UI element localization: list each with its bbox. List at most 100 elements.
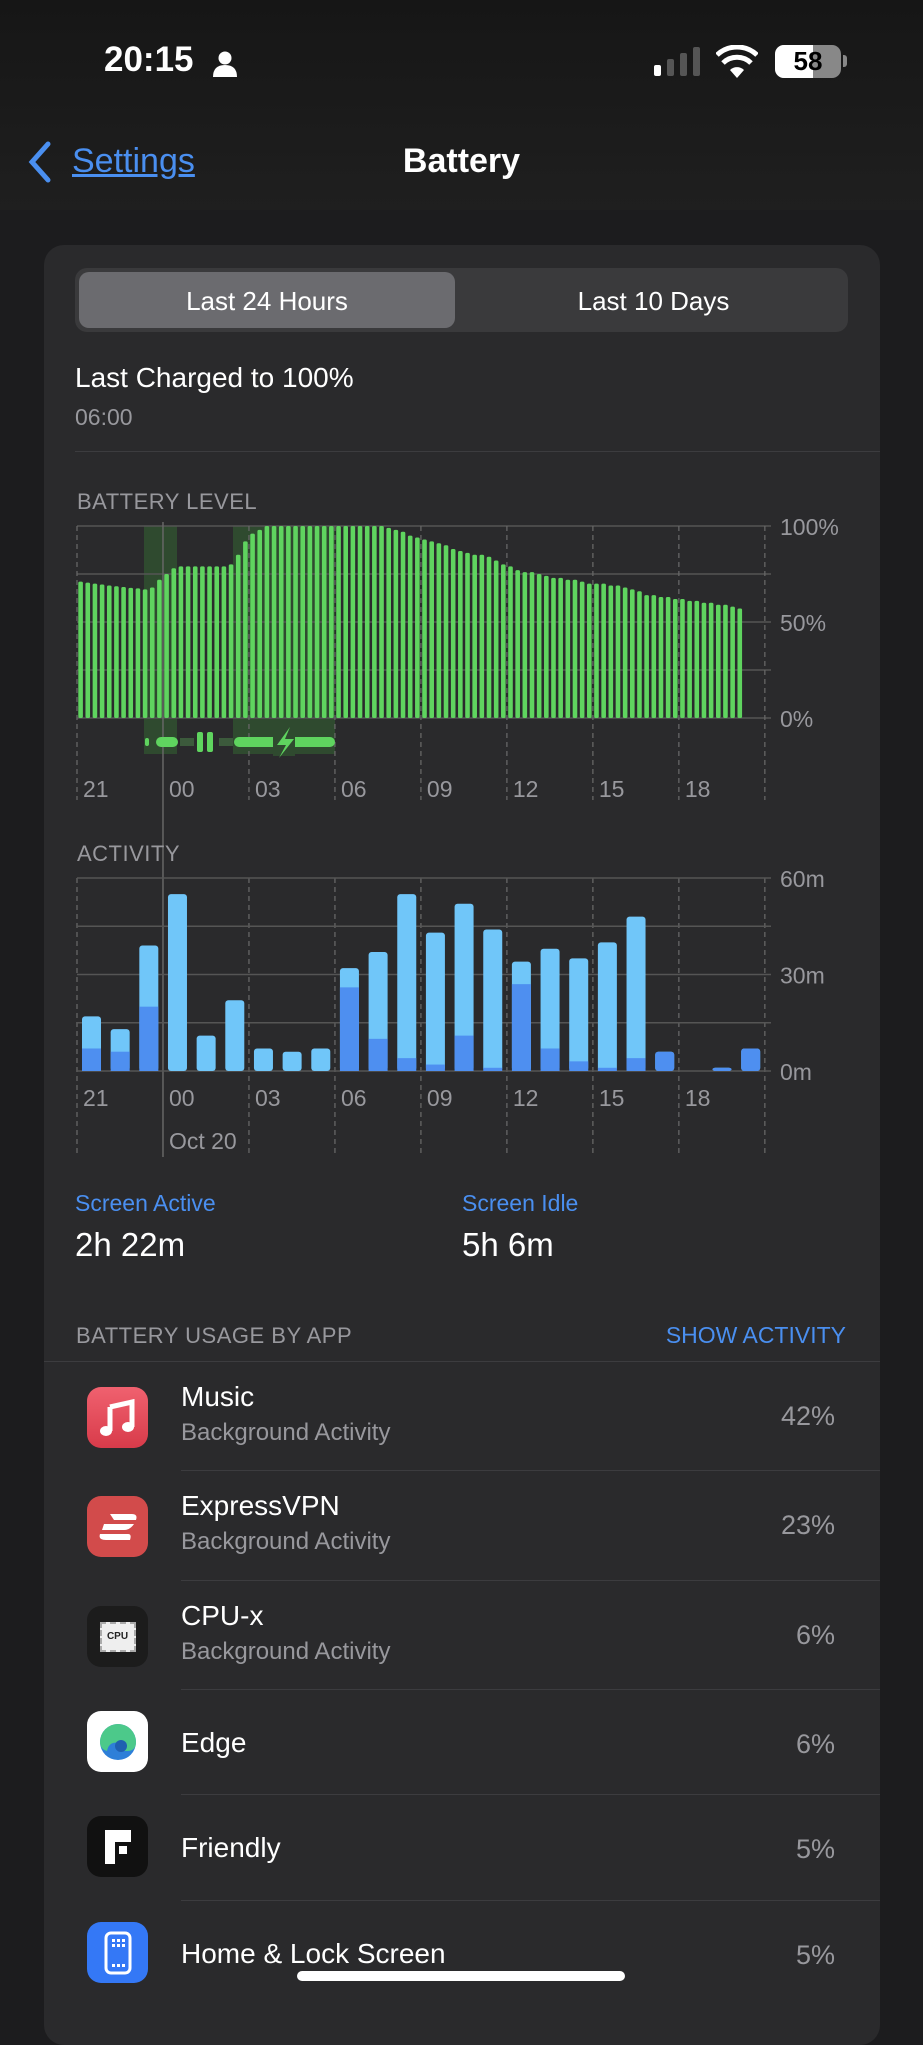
x-tick-label: 18 xyxy=(685,776,711,802)
screen-idle-label: Screen Idle xyxy=(462,1190,579,1216)
battery-bar xyxy=(228,564,234,718)
activity-bar xyxy=(82,1016,101,1071)
battery-bar xyxy=(135,588,141,718)
show-activity-button[interactable]: SHOW ACTIVITY xyxy=(665,1322,846,1348)
app-percent: 42% xyxy=(780,1401,835,1431)
battery-bar xyxy=(443,545,449,718)
battery-bar xyxy=(579,581,585,718)
battery-bar xyxy=(386,527,391,718)
battery-bar xyxy=(415,537,420,718)
active-segment xyxy=(741,1048,761,1071)
activity-bar xyxy=(569,958,589,1071)
battery-bar xyxy=(257,529,263,718)
back-button[interactable]: Settings xyxy=(72,142,195,180)
app-row[interactable] xyxy=(44,1689,880,1794)
idle-segment xyxy=(253,1048,273,1071)
y-tick-label: 60m xyxy=(780,866,825,892)
app-row[interactable] xyxy=(44,1794,880,1899)
activity-bar xyxy=(626,916,646,1071)
home-indicator[interactable] xyxy=(297,1971,625,1981)
activity-bar xyxy=(540,948,560,1071)
battery-bar xyxy=(558,577,563,718)
chevron-left-icon[interactable] xyxy=(26,140,54,184)
music-icon xyxy=(87,1387,148,1448)
battery-bar xyxy=(508,566,513,718)
x-tick-label: 09 xyxy=(427,776,453,802)
battery-bar xyxy=(106,585,112,718)
battery-bar xyxy=(264,526,270,718)
signal-icon xyxy=(654,47,700,76)
battery-bar xyxy=(572,579,578,718)
battery-card xyxy=(44,245,880,2045)
battery-bar xyxy=(407,535,413,718)
battery-bar xyxy=(200,566,205,718)
battery-bar xyxy=(372,526,377,718)
battery-bar xyxy=(400,531,406,718)
battery-bar xyxy=(730,606,735,718)
x-tick-label: 21 xyxy=(83,776,109,802)
app-percent: 5% xyxy=(795,1940,835,1970)
charging-shade xyxy=(233,526,335,754)
battery-bar xyxy=(357,526,363,718)
active-segment xyxy=(483,1067,503,1071)
battery-bar xyxy=(271,526,277,718)
app-row[interactable] xyxy=(44,1470,880,1579)
app-row[interactable] xyxy=(44,1900,880,2005)
tab-last-24-hours[interactable]: Last 24 Hours xyxy=(186,286,348,316)
active-segment xyxy=(540,1048,560,1071)
battery-bar xyxy=(235,554,241,718)
activity-bar xyxy=(225,1000,245,1071)
battery-bar xyxy=(687,600,692,718)
battery-bar xyxy=(608,585,614,718)
battery-bar xyxy=(522,572,528,718)
active-segment xyxy=(425,1064,445,1071)
battery-bar xyxy=(278,526,284,718)
battery-bar xyxy=(486,556,492,718)
y-tick-label: 100% xyxy=(780,514,839,540)
battery-bar xyxy=(92,583,98,718)
battery-bar xyxy=(529,572,535,718)
battery-bar xyxy=(307,526,313,718)
idle-segment xyxy=(282,1051,302,1071)
battery-bar xyxy=(429,541,434,718)
activity-bar xyxy=(110,1029,130,1071)
last-charged-title: Last Charged to 100% xyxy=(75,362,354,393)
app-percent: 23% xyxy=(780,1510,835,1540)
battery-bar xyxy=(465,552,470,718)
active-segment xyxy=(655,1051,675,1071)
idle-segment xyxy=(311,1048,331,1071)
activity-bar xyxy=(712,1067,732,1071)
battery-bar xyxy=(300,526,306,718)
edge-icon xyxy=(87,1711,148,1772)
battery-bar xyxy=(214,566,220,718)
battery-bar xyxy=(343,526,349,718)
x-tick-label: 12 xyxy=(513,1085,539,1111)
battery-bar xyxy=(450,549,456,718)
active-segment xyxy=(597,1067,617,1071)
idle-segment xyxy=(397,894,417,1071)
battery-bar xyxy=(587,583,592,718)
app-row[interactable] xyxy=(44,1580,880,1689)
battery-bar xyxy=(243,541,248,718)
idle-segment xyxy=(425,932,445,1071)
battery-bar xyxy=(715,604,721,718)
idle-segment xyxy=(196,1035,216,1071)
x-tick-label: 15 xyxy=(599,1085,625,1111)
battery-bar xyxy=(565,579,571,718)
battery-bar xyxy=(472,554,477,718)
x-tick-label: 00 xyxy=(169,776,195,802)
battery-bar xyxy=(544,575,549,718)
activity-bar xyxy=(368,951,388,1071)
battery-bar xyxy=(622,587,628,718)
battery-bar xyxy=(422,539,427,718)
active-segment xyxy=(368,1038,388,1071)
battery-bar xyxy=(644,595,649,718)
app-row[interactable] xyxy=(44,1361,880,1470)
tab-last-10-days[interactable]: Last 10 Days xyxy=(577,286,730,316)
battery-bar xyxy=(293,526,298,718)
app-percent: 6% xyxy=(795,1620,835,1650)
idle-segment xyxy=(569,958,589,1071)
x-tick-label: 12 xyxy=(513,776,539,802)
battery-bar xyxy=(85,582,91,718)
activity-bar xyxy=(511,961,531,1071)
